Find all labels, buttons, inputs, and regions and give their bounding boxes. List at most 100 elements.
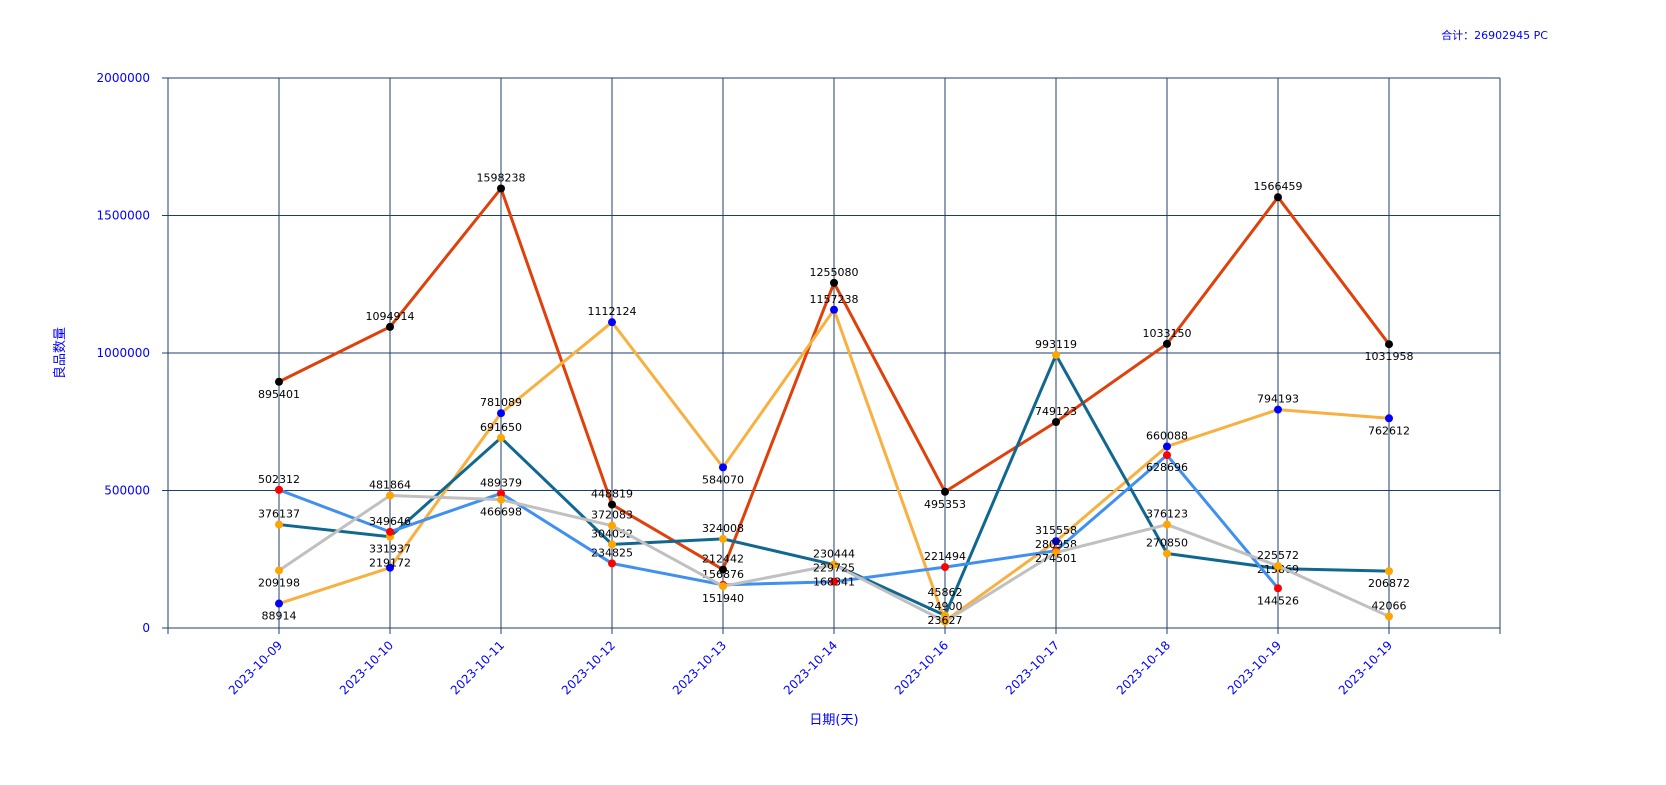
data-point (608, 540, 616, 549)
data-point (608, 521, 616, 530)
data-label: 212442 (702, 553, 744, 566)
x-tick-label: 2023-10-18 (1114, 638, 1173, 697)
data-point (497, 409, 505, 418)
data-label: 1033150 (1143, 327, 1192, 340)
data-point (608, 559, 616, 568)
x-tick-label: 2023-10-19 (1225, 638, 1284, 697)
data-label: 315558 (1035, 524, 1077, 537)
data-point (1052, 350, 1060, 359)
data-label: 489379 (480, 476, 522, 489)
series-1: 895401 1094914 1598238 448819 212442 1255080 4… (258, 171, 1414, 574)
data-label: 88914 (262, 610, 297, 623)
data-label: 168341 (813, 576, 855, 589)
data-point (719, 565, 727, 574)
data-label: 219172 (369, 557, 411, 570)
data-point (1274, 584, 1282, 593)
series-line (278, 452, 1280, 590)
data-point (1052, 417, 1060, 426)
data-label: 23627 (928, 614, 963, 627)
x-tick-label: 2023-10-09 (226, 638, 285, 697)
data-label: 691650 (480, 421, 522, 434)
data-label: 495353 (924, 498, 966, 511)
y-tick-label: 0 (142, 621, 150, 635)
data-label: 209198 (258, 576, 300, 589)
data-label: 1112124 (588, 305, 637, 318)
series-5: 209198 481864 466698 372083 151940 229725 2362… (258, 478, 1407, 627)
data-label: 1566459 (1254, 180, 1303, 193)
data-label: 1255080 (810, 266, 859, 279)
data-label: 584070 (702, 473, 744, 486)
x-tick-label: 2023-10-17 (1003, 638, 1062, 697)
data-label: 144526 (1257, 594, 1299, 607)
data-label: 331937 (369, 543, 411, 556)
data-point (1163, 339, 1171, 348)
data-label: 895401 (258, 388, 300, 401)
x-tick-label: 2023-10-14 (781, 638, 840, 697)
x-tick-label: 2023-10-13 (670, 638, 729, 697)
data-label: 229725 (813, 562, 855, 575)
y-axis-title: 良品数量 (52, 327, 68, 379)
data-label: 794193 (1257, 393, 1299, 406)
data-point (830, 577, 838, 586)
data-label: 270850 (1146, 537, 1188, 550)
data-point (941, 611, 949, 620)
data-point (1274, 561, 1282, 570)
data-point (497, 495, 505, 504)
data-label: 1157238 (810, 293, 859, 306)
data-point (719, 534, 727, 543)
data-point (719, 582, 727, 591)
data-label: 372083 (591, 509, 633, 522)
data-point (1163, 442, 1171, 451)
data-point (719, 463, 727, 472)
data-label: 448819 (591, 488, 633, 501)
x-tick-label: 2023-10-10 (337, 638, 396, 697)
data-point (1385, 414, 1393, 423)
data-label: 280958 (1035, 538, 1077, 551)
data-label: 42066 (1372, 599, 1407, 612)
data-label: 481864 (369, 478, 411, 491)
data-label: 781089 (480, 396, 522, 409)
series-4: 502312 349646 489379 234825 156876 168341 2214… (258, 451, 1299, 607)
data-point (275, 520, 283, 529)
data-label: 234825 (591, 546, 633, 559)
data-point (830, 560, 838, 569)
y-tick-label: 1500000 (97, 209, 150, 223)
data-point (1052, 548, 1060, 557)
data-point (1274, 405, 1282, 414)
y-tick-label: 2000000 (97, 71, 150, 85)
data-point (386, 563, 394, 572)
data-label: 628696 (1146, 461, 1188, 474)
x-tick-label: 2023-10-19 (1336, 638, 1395, 697)
data-point (1385, 340, 1393, 349)
data-point (275, 566, 283, 575)
data-label: 762612 (1368, 424, 1410, 437)
data-point (941, 617, 949, 626)
data-label: 274501 (1035, 552, 1077, 565)
data-label: 225572 (1257, 549, 1299, 562)
data-label: 660088 (1146, 429, 1188, 442)
data-point (1385, 612, 1393, 621)
data-label: 45862 (928, 586, 963, 599)
data-point (830, 305, 838, 314)
data-label: 324008 (702, 522, 744, 535)
y-tick-label: 1000000 (97, 346, 150, 360)
data-label: 1598238 (477, 171, 526, 184)
data-point (608, 500, 616, 509)
data-label: 1094914 (366, 310, 415, 323)
x-tick-label: 2023-10-11 (448, 638, 507, 697)
data-label: 349646 (369, 515, 411, 528)
y-tick-label: 500000 (104, 484, 150, 498)
data-point (275, 599, 283, 608)
data-point (275, 377, 283, 386)
data-label: 151940 (702, 592, 744, 605)
data-point (386, 491, 394, 500)
data-label: 1031958 (1365, 350, 1414, 363)
data-label: 156876 (702, 568, 744, 581)
x-tick-label: 2023-10-16 (892, 638, 951, 697)
data-label: 206872 (1368, 577, 1410, 590)
data-point (941, 487, 949, 496)
data-point (497, 184, 505, 193)
data-label: 221494 (924, 550, 966, 563)
x-axis-title: 日期(天) (809, 713, 858, 728)
